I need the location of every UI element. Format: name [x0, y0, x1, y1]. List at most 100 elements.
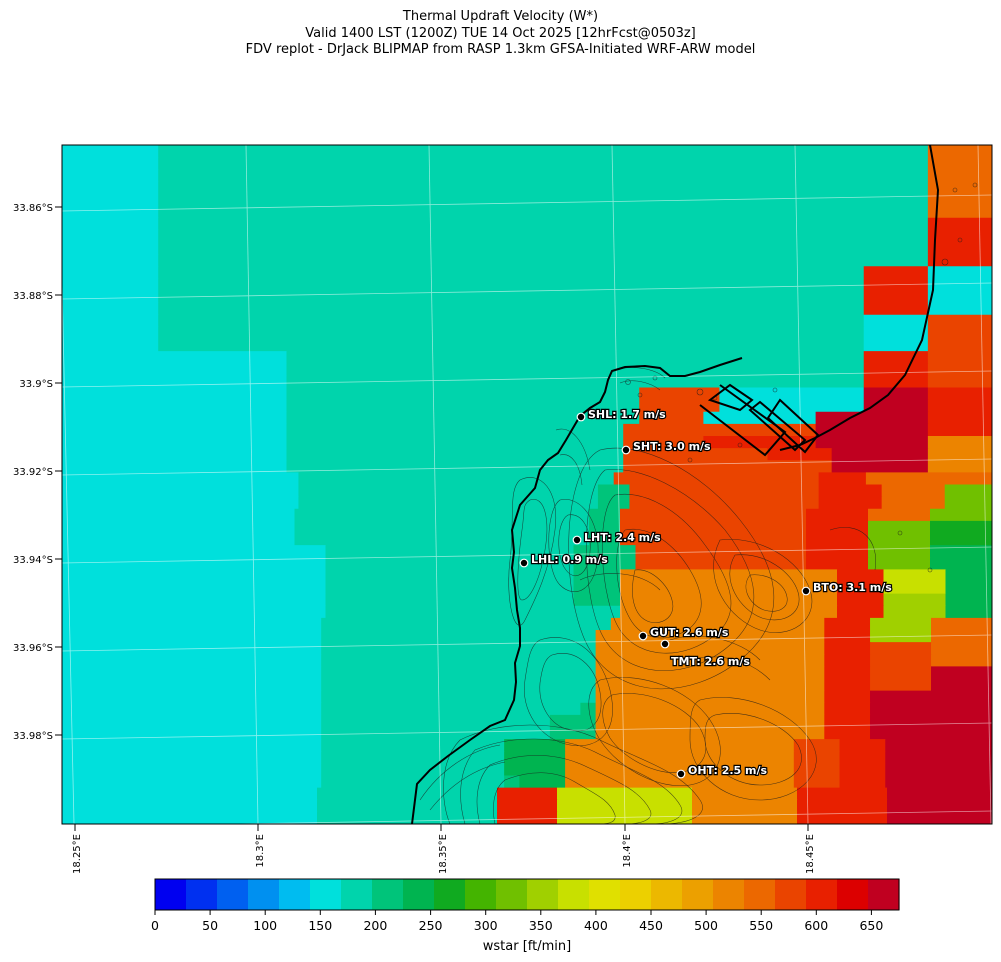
grid-cell: [565, 751, 795, 764]
grid-cell: [824, 727, 871, 740]
grid-cell: [325, 593, 575, 607]
grid-cell: [863, 363, 929, 376]
grid-cell: [868, 508, 931, 522]
grid-cell: [927, 145, 992, 158]
grid-cell: [629, 484, 820, 498]
site-marker-sht[interactable]: [621, 445, 631, 455]
grid-cell: [927, 436, 992, 449]
grid-cell: [62, 763, 322, 777]
grid-cell: [62, 666, 322, 680]
grid-cell: [294, 520, 590, 534]
colorbar-segment: [186, 879, 218, 910]
grid-cell: [797, 811, 888, 824]
grid-cell: [930, 545, 992, 558]
grid-cell: [927, 351, 992, 364]
grid-cell: [818, 496, 883, 510]
grid-cell: [824, 630, 871, 643]
grid-cell: [62, 593, 327, 607]
grid-cell: [620, 593, 838, 607]
site-marker-bto[interactable]: [801, 586, 811, 596]
grid-cell: [837, 569, 885, 583]
grid-cell: [504, 751, 566, 764]
grid-cell: [62, 423, 288, 437]
grid-cell: [887, 811, 992, 824]
grid-cell: [158, 217, 929, 231]
grid-cell: [806, 545, 869, 558]
grid-cell: [639, 411, 704, 425]
colorbar-segment: [372, 879, 404, 910]
longitude-axis: 18.25°E 18.3°E 18.35°E 18.4°E 18.45°E: [72, 824, 816, 874]
site-label-tmt: TMT: 2.6 m/s: [671, 655, 750, 668]
grid-cell: [885, 739, 992, 752]
grid-cell: [158, 205, 929, 219]
grid-cell: [497, 811, 558, 824]
grid-cell: [62, 205, 159, 219]
colorbar-segment: [744, 879, 776, 910]
grid-cell: [62, 375, 288, 389]
site-label-shl: SHL: 1.7 m/s: [588, 408, 666, 421]
site-markers: SHL: 1.7 m/s SHT: 3.0 m/s LHT: 2.4 m/s L…: [519, 407, 893, 779]
site-label-gut: GUT: 2.6 m/s: [650, 626, 729, 639]
grid-cell: [62, 472, 300, 486]
grid-cell: [158, 326, 865, 340]
site-marker-tmt[interactable]: [660, 639, 670, 649]
colorbar-segment: [465, 879, 497, 910]
grid-cell: [62, 799, 318, 813]
grid-cell: [321, 739, 505, 752]
grid-cell: [870, 714, 992, 728]
grid-cell: [863, 290, 929, 304]
grid-cell: [719, 387, 865, 401]
grid-cell: [580, 702, 597, 716]
grid-cell: [62, 460, 288, 473]
grid-cell: [931, 630, 992, 643]
grid-cell: [870, 642, 932, 655]
grid-cell: [931, 678, 992, 692]
grid-cell: [931, 666, 992, 680]
grid-cell: [767, 448, 833, 461]
site-marker-oht[interactable]: [676, 769, 686, 779]
grid-cell: [639, 399, 721, 413]
grid-cell: [321, 617, 612, 631]
grid-cell: [549, 714, 597, 728]
grid-cell: [595, 678, 825, 692]
grid-cell: [927, 411, 992, 425]
grid-cell: [62, 714, 322, 728]
grid-cell: [620, 508, 807, 522]
grid-cell: [927, 460, 992, 473]
grid-cell: [824, 642, 871, 655]
grid-cell: [317, 811, 498, 824]
lat-label-4: 33.92°S: [13, 467, 53, 478]
grid-cell: [927, 387, 992, 401]
grid-cell: [927, 448, 992, 461]
colorbar-label-50: 50: [202, 918, 218, 933]
grid-cell: [868, 533, 931, 546]
grid-cell: [62, 654, 322, 667]
grid-cell: [519, 775, 566, 789]
site-marker-lhl[interactable]: [519, 558, 529, 568]
grid-cell: [930, 557, 992, 570]
grid-cell: [62, 630, 322, 643]
lat-lon-graticule: [62, 145, 992, 824]
grid-cell: [573, 581, 621, 595]
grid-cell: [62, 678, 322, 692]
grid-cell: [620, 520, 807, 534]
grid-cell: [831, 460, 929, 473]
grid-cell: [865, 472, 992, 486]
colorbar-segment: [837, 879, 869, 910]
grid-cell: [565, 763, 795, 777]
site-marker-shl[interactable]: [576, 412, 586, 422]
grid-cell: [870, 666, 932, 680]
colorbar-label-0: 0: [151, 918, 159, 933]
grid-cell: [62, 727, 322, 740]
grid-cell: [927, 205, 992, 219]
colorbar-segment: [496, 879, 528, 910]
chart-title-line-2: Valid 1400 LST (1200Z) TUE 14 Oct 2025 […: [305, 26, 696, 41]
grid-cell: [158, 229, 929, 243]
colorbar-label-350: 350: [529, 918, 553, 933]
grid-cell: [286, 460, 624, 473]
site-marker-gut[interactable]: [638, 631, 648, 641]
terrain-contours: [419, 182, 978, 824]
grid-cell: [62, 557, 327, 570]
site-marker-lht[interactable]: [572, 535, 582, 545]
grid-cell: [863, 302, 929, 316]
